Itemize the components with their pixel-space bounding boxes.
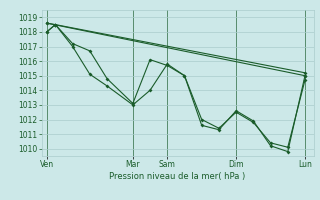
X-axis label: Pression niveau de la mer( hPa ): Pression niveau de la mer( hPa ) bbox=[109, 172, 246, 181]
